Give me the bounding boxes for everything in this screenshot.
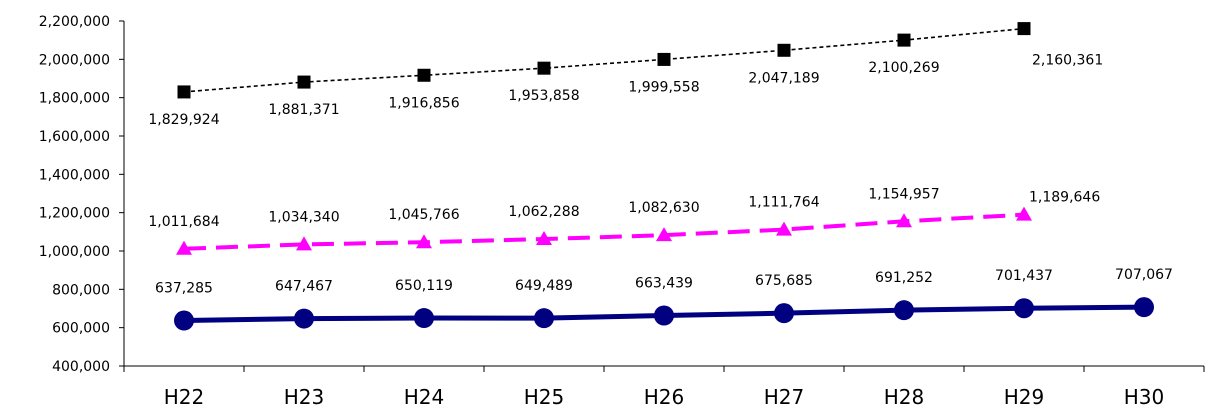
data-labels: 1,829,924 1,881,371 1,916,856 1,953,858 1,99… bbox=[148, 53, 1173, 297]
data-point-triangle bbox=[1016, 206, 1032, 221]
data-point-triangle bbox=[536, 231, 552, 246]
y-tick-label: 1,400,000 bbox=[39, 167, 110, 183]
data-label: 1,034,340 bbox=[268, 209, 339, 225]
plot-area bbox=[174, 22, 1154, 331]
data-label: 1,829,924 bbox=[148, 112, 219, 128]
data-point-circle bbox=[294, 308, 314, 329]
data-label: 1,011,684 bbox=[148, 214, 219, 230]
data-label: 637,285 bbox=[155, 281, 213, 297]
y-tick-label: 1,800,000 bbox=[39, 91, 110, 107]
data-point-circle bbox=[1014, 298, 1034, 319]
y-tick-label: 600,000 bbox=[52, 321, 110, 337]
data-point-square bbox=[537, 61, 551, 75]
data-label: 1,916,856 bbox=[388, 95, 459, 111]
data-point-square bbox=[777, 43, 791, 57]
series-line bbox=[183, 27, 1025, 93]
data-label: 1,062,288 bbox=[508, 204, 579, 220]
data-label: 1,045,766 bbox=[388, 207, 459, 223]
axes: 400,000 600,000 800,000 1,000,000 1,200,000 1… bbox=[39, 14, 1205, 409]
data-point-square bbox=[897, 33, 911, 47]
data-label: 707,067 bbox=[1115, 267, 1173, 283]
data-point-square bbox=[177, 85, 191, 99]
data-label: 650,119 bbox=[395, 278, 453, 294]
data-label: 2,047,189 bbox=[748, 70, 819, 86]
data-label: 691,252 bbox=[875, 270, 933, 286]
data-label: 1,111,764 bbox=[748, 195, 819, 211]
data-point-triangle bbox=[296, 236, 312, 251]
y-tick-label: 800,000 bbox=[52, 282, 110, 298]
data-label: 1,999,558 bbox=[628, 79, 699, 95]
data-label: 647,467 bbox=[275, 279, 333, 295]
y-tick-label: 1,600,000 bbox=[39, 129, 110, 145]
data-point-square bbox=[417, 68, 431, 82]
data-label: 649,489 bbox=[515, 278, 573, 294]
data-label: 1,082,630 bbox=[628, 200, 699, 216]
data-label: 2,100,269 bbox=[868, 60, 939, 76]
data-label: 1,154,957 bbox=[868, 186, 939, 202]
x-tick-label: H27 bbox=[764, 385, 805, 409]
data-label: 1,189,646 bbox=[1029, 190, 1100, 206]
data-label: 1,953,858 bbox=[508, 88, 579, 104]
x-tick-label: H23 bbox=[284, 385, 325, 409]
y-tick-label: 1,000,000 bbox=[39, 244, 110, 260]
data-point-circle bbox=[534, 308, 554, 329]
series-line bbox=[183, 212, 1025, 251]
x-tick-label: H26 bbox=[644, 385, 685, 409]
x-tick-label: H30 bbox=[1124, 385, 1165, 409]
data-point-triangle bbox=[416, 234, 432, 249]
data-point-circle bbox=[414, 308, 434, 329]
data-label: 2,160,361 bbox=[1032, 53, 1103, 69]
data-label: 701,437 bbox=[995, 268, 1053, 284]
data-label: 1,881,371 bbox=[268, 102, 339, 118]
x-tick-label: H24 bbox=[404, 385, 445, 409]
data-point-square bbox=[657, 52, 671, 66]
data-point-triangle bbox=[656, 227, 672, 242]
data-point-triangle bbox=[176, 240, 192, 255]
x-tick-label: H29 bbox=[1004, 385, 1045, 409]
data-point-circle bbox=[654, 305, 674, 326]
y-tick-label: 2,000,000 bbox=[39, 52, 110, 68]
data-point-circle bbox=[1134, 297, 1154, 318]
data-point-square bbox=[1017, 22, 1031, 36]
data-point-triangle bbox=[896, 213, 912, 228]
data-label: 675,685 bbox=[755, 273, 813, 289]
data-point-circle bbox=[174, 310, 194, 331]
y-tick-label: 400,000 bbox=[52, 359, 110, 375]
x-tick-label: H22 bbox=[164, 385, 205, 409]
data-point-square bbox=[297, 75, 311, 89]
y-tick-label: 2,200,000 bbox=[39, 14, 110, 30]
data-point-circle bbox=[894, 300, 914, 321]
x-tick-label: H28 bbox=[884, 385, 925, 409]
data-point-triangle bbox=[776, 221, 792, 236]
data-point-circle bbox=[774, 303, 794, 324]
data-label: 663,439 bbox=[635, 276, 693, 292]
y-tick-label: 1,200,000 bbox=[39, 206, 110, 222]
x-tick-label: H25 bbox=[524, 385, 565, 409]
